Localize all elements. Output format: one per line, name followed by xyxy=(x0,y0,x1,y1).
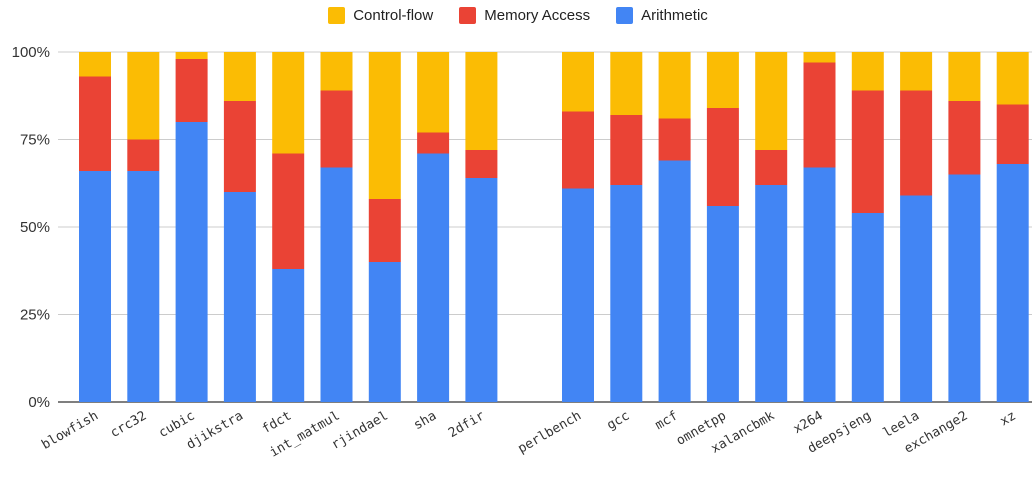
bar-memory-access-sha xyxy=(417,132,450,154)
x-tick-label: 2dfir xyxy=(446,408,488,441)
bar-arithmetic-int-matmul xyxy=(320,167,353,402)
bar-memory-access-deepsjeng xyxy=(851,90,884,213)
legend-swatch-memory-access xyxy=(459,6,477,24)
legend-item-memory-access: Memory Access xyxy=(459,6,591,24)
bar-control-flow-omnetpp xyxy=(706,52,739,108)
bar-memory-access-exchange2 xyxy=(948,101,981,175)
bar-control-flow-leela xyxy=(900,52,933,91)
bar-arithmetic-perlbench xyxy=(562,188,594,402)
bar-arithmetic-crc32 xyxy=(127,171,160,402)
bar-arithmetic-exchange2 xyxy=(948,174,981,402)
bar-arithmetic-sha xyxy=(417,153,450,402)
bar-control-flow-crc32 xyxy=(127,52,160,140)
bar-control-flow-gcc xyxy=(610,52,643,115)
y-tick-label: 50% xyxy=(20,219,50,236)
bar-memory-access-x264 xyxy=(803,62,836,168)
bar-memory-access-mcf xyxy=(658,118,691,161)
legend-label-memory-access: Memory Access xyxy=(484,6,591,24)
bar-arithmetic-blowfish xyxy=(79,171,111,402)
bar-memory-access-djikstra xyxy=(223,101,256,192)
bar-memory-access-fdct xyxy=(272,153,305,269)
bar-memory-access-int-matmul xyxy=(320,90,353,168)
x-tick-label: fdct xyxy=(260,408,295,437)
x-tick-label: sha xyxy=(411,408,439,433)
bar-memory-access-crc32 xyxy=(127,139,160,171)
y-tick-label: 75% xyxy=(20,132,50,149)
legend-label-arithmetic: Arithmetic xyxy=(641,6,708,24)
bar-control-flow-x264 xyxy=(803,52,836,63)
bar-control-flow-deepsjeng xyxy=(851,52,884,91)
bar-memory-access-rjindael xyxy=(368,199,401,262)
bar-control-flow-exchange2 xyxy=(948,52,981,101)
legend-swatch-control-flow xyxy=(328,6,346,24)
bar-arithmetic-djikstra xyxy=(223,192,256,402)
bar-arithmetic-omnetpp xyxy=(706,206,739,402)
bar-memory-access-perlbench xyxy=(562,111,594,189)
x-tick-label: crc32 xyxy=(108,408,149,441)
bar-arithmetic-rjindael xyxy=(368,262,401,402)
y-tick-label: 0% xyxy=(28,394,50,411)
legend-swatch-arithmetic xyxy=(616,6,634,24)
bar-control-flow-fdct xyxy=(272,52,305,154)
bar-control-flow-int-matmul xyxy=(320,52,353,91)
legend-item-control-flow: Control-flow xyxy=(328,6,434,24)
bar-memory-access-xz xyxy=(996,104,1029,164)
bar-control-flow-perlbench xyxy=(562,52,594,112)
bar-arithmetic-2dfir xyxy=(465,178,498,402)
bar-arithmetic-mcf xyxy=(658,160,691,402)
bar-control-flow-mcf xyxy=(658,52,691,119)
bar-arithmetic-xalancbmk xyxy=(755,185,788,402)
x-tick-label: x264 xyxy=(791,408,826,437)
bar-control-flow-xz xyxy=(996,52,1029,105)
x-tick-label: mcf xyxy=(653,408,681,433)
bar-memory-access-omnetpp xyxy=(706,108,739,206)
bar-memory-access-cubic xyxy=(175,59,208,122)
bar-memory-access-gcc xyxy=(610,115,643,185)
bar-arithmetic-fdct xyxy=(272,269,305,402)
bar-control-flow-xalancbmk xyxy=(755,52,788,150)
bar-control-flow-djikstra xyxy=(223,52,256,101)
legend-item-arithmetic: Arithmetic xyxy=(616,6,708,24)
bar-control-flow-blowfish xyxy=(79,52,111,77)
bar-arithmetic-gcc xyxy=(610,185,643,402)
bar-arithmetic-leela xyxy=(900,195,933,402)
x-tick-label: perlbench xyxy=(515,408,584,456)
chart-legend: Control-flow Memory Access Arithmetic xyxy=(0,4,1036,26)
bar-control-flow-rjindael xyxy=(368,52,401,199)
y-tick-label: 25% xyxy=(20,307,50,324)
bar-memory-access-xalancbmk xyxy=(755,150,788,185)
bar-arithmetic-cubic xyxy=(175,122,208,402)
x-tick-label: xz xyxy=(998,408,1019,429)
x-tick-label: gcc xyxy=(604,408,632,433)
bar-arithmetic-deepsjeng xyxy=(851,213,884,402)
bar-memory-access-blowfish xyxy=(79,76,111,171)
bar-memory-access-leela xyxy=(900,90,933,196)
bar-arithmetic-x264 xyxy=(803,167,836,402)
bar-memory-access-2dfir xyxy=(465,150,498,178)
bar-control-flow-cubic xyxy=(175,52,208,59)
legend-label-control-flow: Control-flow xyxy=(353,6,434,24)
bar-arithmetic-xz xyxy=(996,164,1029,402)
x-tick-label: blowfish xyxy=(39,408,101,452)
bar-control-flow-sha xyxy=(417,52,450,133)
y-tick-label: 100% xyxy=(12,44,50,61)
bar-control-flow-2dfir xyxy=(465,52,498,150)
